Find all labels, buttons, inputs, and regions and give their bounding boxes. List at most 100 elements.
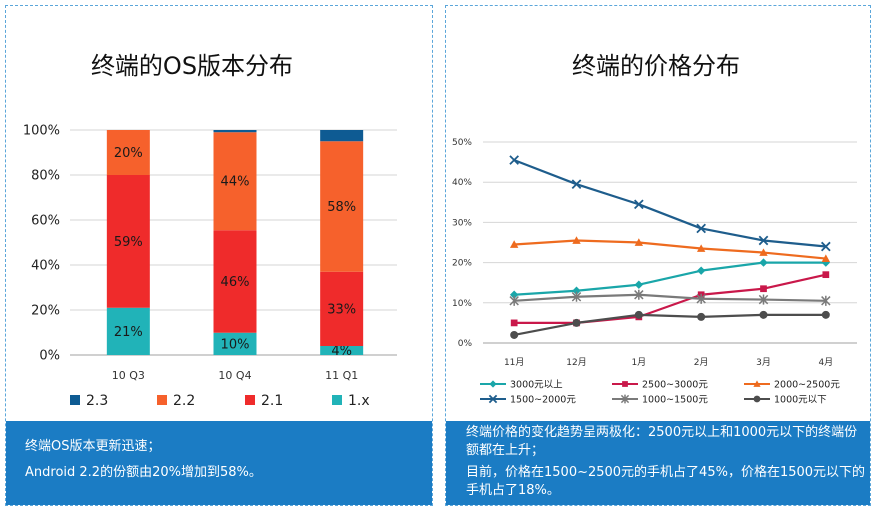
price-marker-s6-p4 [697, 312, 706, 321]
y-tick-label-0: 0% [39, 349, 60, 364]
price-legend-marker-s1 [489, 380, 497, 388]
bar-label-10-q3-v2-1: 59% [114, 235, 143, 250]
bar-11-q1-v2-3 [320, 130, 364, 142]
bar-label-11-q1-v2-2: 58% [327, 200, 356, 215]
legend-label-1-x: 1.x [348, 393, 370, 409]
price-marker-s1-p5 [759, 258, 768, 267]
price-distribution-panel: 0% 10% 20% 30% 40% 50% 11月 12月 1月 2月 3月 4月 3000元以上 25… [445, 5, 871, 506]
price-x-tick-label-5: 3月 [756, 357, 771, 368]
legend-swatch-2-3 [70, 395, 80, 405]
price-marker-s1-p1 [509, 290, 519, 299]
price-series-s3 [509, 236, 831, 262]
price-marker-s3-p1 [509, 240, 519, 248]
price-y-tick-label-20: 20% [452, 259, 472, 269]
os-summary-line-2: Android 2.2的份额由20%增加到58%。 [25, 465, 262, 480]
price-marker-s3-p3 [634, 238, 644, 246]
x-tick-label-11-q1: 11 Q1 [325, 369, 358, 382]
legend-label-2-3: 2.3 [86, 393, 108, 409]
price-line-s1 [514, 261, 826, 296]
price-summary-line-1: 终端价格的变化趋势呈两极化：2500元以上和1000元以下的终端份额都在上升； [466, 425, 858, 458]
price-legend-item-s6: 1000元以下 [744, 394, 827, 405]
price-marker-s1-p2 [572, 286, 581, 295]
y-tick-label-20: 20% [31, 304, 60, 319]
price-legend-label-s5: 1000~1500元 [642, 394, 708, 405]
price-marker-s4-p4 [696, 223, 707, 234]
bar-label-10-q3-v2-2: 20% [114, 146, 143, 161]
price-marker-s2-p1 [510, 319, 518, 327]
y-tick-label-60: 60% [31, 214, 60, 229]
legend-item-2-1: 2.1 [245, 393, 283, 409]
bar-10-q4-v2-1 [213, 230, 257, 333]
price-marker-s4-p5 [758, 235, 769, 246]
price-marker-s1-p3 [634, 280, 644, 289]
price-legend-item-s5: 1000~1500元 [612, 394, 708, 405]
price-marker-s5-p2 [571, 291, 582, 302]
legend-swatch-2-2 [157, 395, 167, 405]
price-distribution-line-chart: 0% 10% 20% 30% 40% 50% 11月 12月 1月 2月 3月 4月 3000元以上 25… [452, 138, 857, 405]
price-y-tick-label-40: 40% [452, 178, 472, 188]
price-marker-s5-p6 [821, 295, 831, 306]
price-y-tick-label-50: 50% [452, 138, 472, 148]
price-x-tick-label-2: 12月 [566, 357, 586, 368]
bar-label-10-q4-v2-2: 44% [221, 175, 250, 190]
price-marker-s6-p1 [510, 330, 519, 339]
price-marker-s4-p2 [571, 179, 582, 190]
os-summary-box: 终端OS版本更新迅速； Android 2.2的份额由20%增加到58%。 [6, 421, 432, 505]
y-tick-label-100: 100% [23, 124, 60, 139]
bar-10-q4-v2-3 [213, 130, 257, 133]
price-legend-item-s3: 2000~2500元 [744, 379, 840, 390]
bar-label-11-q1-v2-1: 33% [327, 302, 356, 317]
price-legend-item-s4: 1500~2000元 [480, 394, 576, 405]
price-y-tick-label-10: 10% [452, 299, 472, 309]
price-line-s4 [513, 159, 826, 248]
price-chart-title: 终端的价格分布 [572, 52, 740, 80]
price-line-s6 [513, 313, 826, 337]
os-version-stacked-bar-chart: 0% 20% 40% 60% 80% 100% 21% 59% 20% 10 Q3 10% 46% 44… [23, 124, 397, 409]
price-marker-s5-p3 [634, 289, 644, 300]
price-series-s6 [510, 310, 830, 339]
price-legend-label-s3: 2000~2500元 [774, 379, 840, 390]
legend-item-1-x: 1.x [332, 393, 370, 409]
price-marker-s2-p6 [822, 271, 830, 279]
bar-10-q4-v2-2 [213, 132, 257, 231]
price-marker-s6-p3 [634, 310, 643, 319]
price-series-s5 [509, 289, 831, 306]
bar-label-10-q4-v1-x: 10% [221, 337, 250, 352]
price-marker-s3-p4 [696, 244, 706, 252]
price-line-s5 [514, 293, 826, 302]
bar-11-q1-v2-2 [320, 141, 364, 272]
price-series-s1 [509, 258, 831, 299]
price-marker-s4-p6 [820, 241, 831, 252]
price-x-tick-label-3: 1月 [631, 357, 646, 368]
price-y-tick-label-0: 0% [458, 339, 473, 349]
price-legend-marker-s2 [622, 381, 628, 387]
bar-label-10-q4-v2-1: 46% [221, 275, 250, 290]
x-tick-label-10-q3: 10 Q3 [112, 369, 145, 382]
price-legend-item-s1: 3000元以上 [480, 379, 563, 390]
legend-label-2-2: 2.2 [173, 393, 195, 409]
os-version-panel: 0% 20% 40% 60% 80% 100% 21% 59% 20% 10 Q3 10% 46% 44… [5, 5, 433, 506]
bar-label-10-q3-v1-x: 21% [114, 325, 143, 340]
price-summary-box: 终端价格的变化趋势呈两极化：2500元以上和1000元以下的终端份额都在上升； … [446, 421, 870, 505]
price-marker-s6-p6 [821, 310, 830, 319]
price-marker-s1-p4 [696, 266, 706, 275]
price-line-s3 [514, 239, 826, 260]
price-legend-label-s2: 2500~3000元 [642, 379, 708, 390]
price-x-tick-label-1: 11月 [504, 357, 524, 368]
price-marker-s6-p2 [572, 318, 581, 327]
price-line-s2 [514, 273, 827, 324]
bar-10-q3-v1-x [106, 307, 150, 355]
legend-item-2-2: 2.2 [157, 393, 195, 409]
bar-label-11-q1-v1-x: 4% [331, 344, 352, 359]
bar-10-q4-v1-x [213, 332, 257, 355]
bar-10-q3-v2-1 [106, 175, 150, 308]
price-marker-s5-p5 [758, 294, 769, 305]
price-legend-marker-s3 [753, 380, 761, 387]
price-x-tick-label-6: 4月 [818, 357, 833, 368]
os-chart-title: 终端的OS版本分布 [90, 52, 294, 80]
price-marker-s4-p1 [509, 155, 520, 165]
legend-label-2-1: 2.1 [261, 393, 283, 409]
bar-11-q1-v2-1 [320, 271, 364, 346]
os-summary-line-1: 终端OS版本更新迅速； [25, 439, 161, 454]
price-legend-label-s6: 1000元以下 [774, 394, 827, 405]
